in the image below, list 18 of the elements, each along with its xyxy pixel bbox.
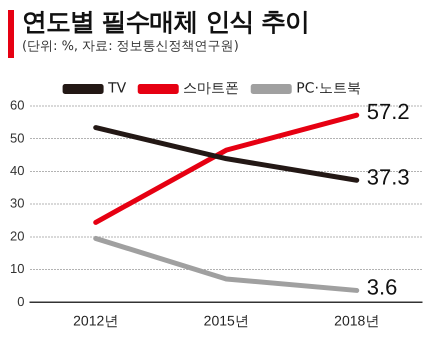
x-tick-label: 2015년 [204, 312, 249, 328]
legend-label: TV [107, 80, 127, 97]
data-label: 57.2 [366, 99, 410, 124]
y-tick-label: 60 [10, 98, 24, 113]
y-tick-label: 30 [10, 196, 24, 211]
y-tick-label: 10 [10, 261, 24, 276]
chart-subtitle: (단위: %, 자료: 정보통신정책연구원) [22, 38, 240, 56]
legend-label: PC·노트북 [296, 80, 361, 97]
y-tick-label: 50 [10, 130, 24, 146]
data-label: 3.6 [366, 274, 398, 300]
x-tick-label: 2012년 [73, 312, 118, 328]
y-tick-label: 20 [10, 228, 24, 244]
legend-label: 스마트폰 [183, 80, 240, 97]
chart-title: 연도별 필수매체 인식 추이 [22, 6, 310, 38]
x-tick-label: 2018년 [334, 312, 380, 328]
y-tick-label: 0 [17, 294, 24, 309]
data-label: 37.3 [366, 164, 410, 190]
y-tick-label: 40 [10, 162, 24, 178]
